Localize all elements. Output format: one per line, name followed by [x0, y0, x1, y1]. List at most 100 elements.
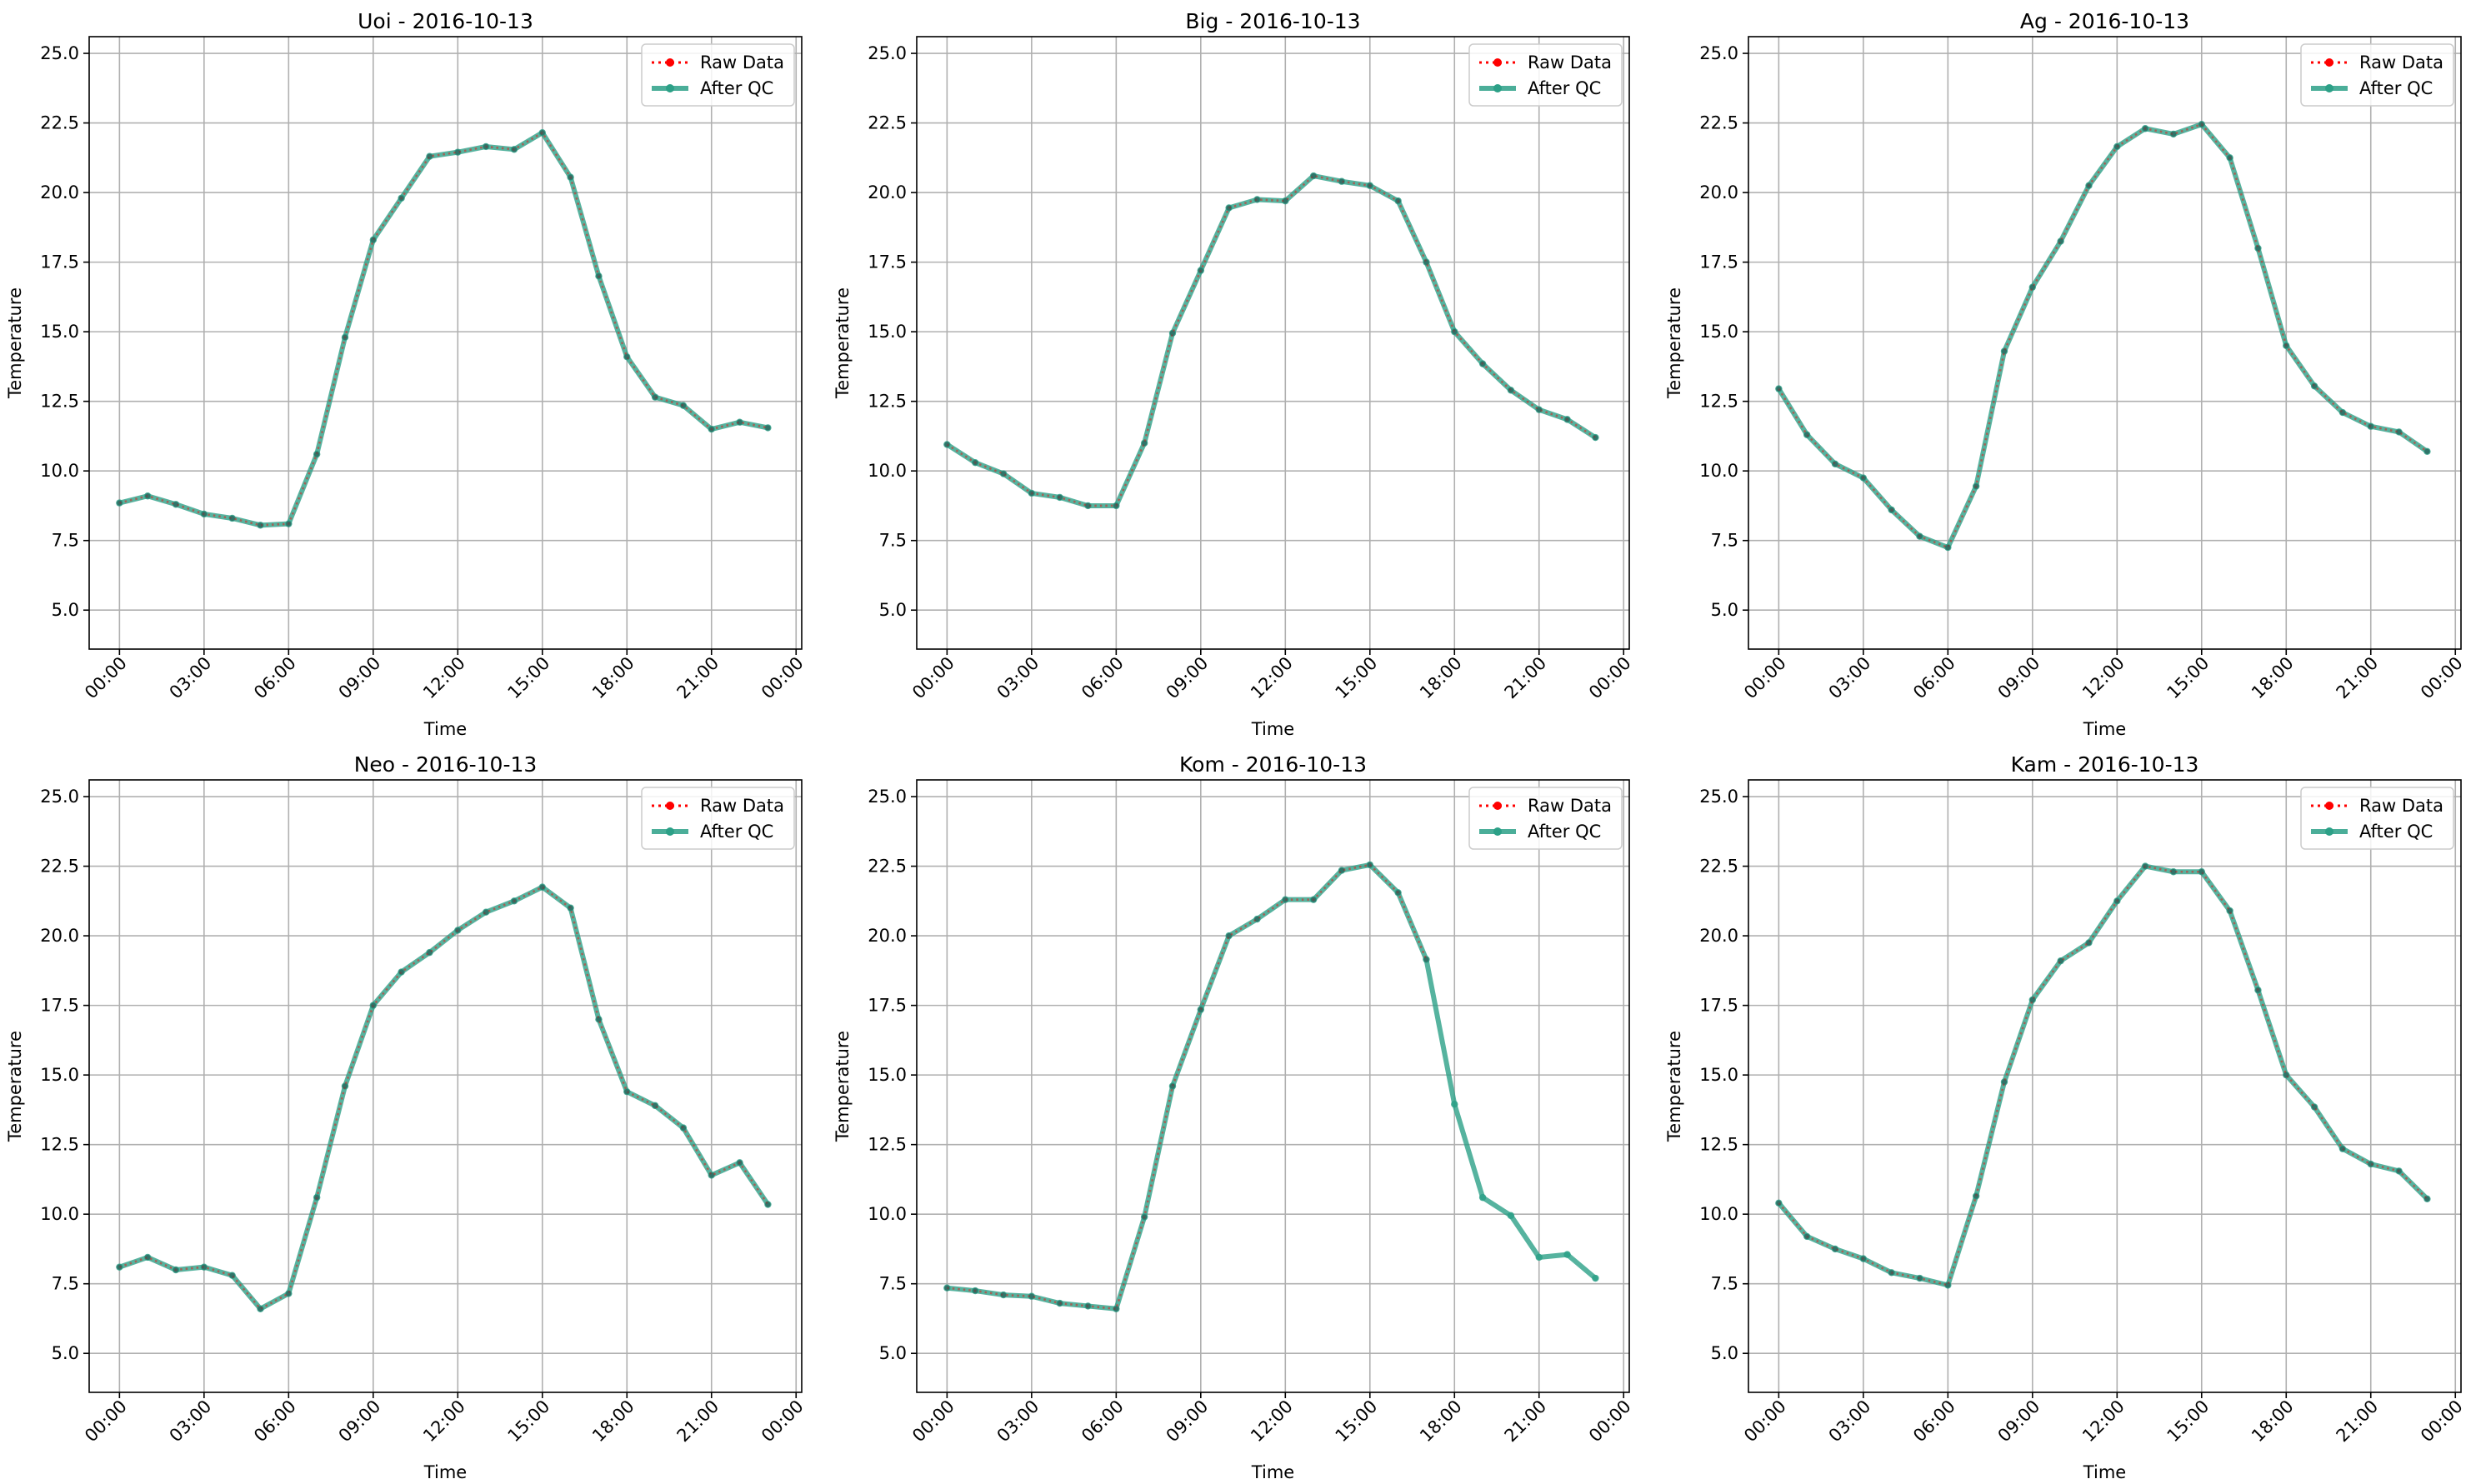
x-tick-label: 03:00 [166, 1397, 216, 1447]
legend: Raw Data After QC [1468, 43, 1623, 107]
point-raw-data [370, 1002, 377, 1008]
y-tick-label: 12.5 [40, 392, 79, 412]
legend-label-raw-data: Raw Data [1528, 796, 1612, 816]
y-tick-label: 7.5 [879, 531, 907, 551]
point-raw-data [568, 905, 573, 911]
point-raw-data [1888, 507, 1894, 513]
point-raw-data [398, 969, 404, 975]
chart-title: Uoi - 2016-10-13 [358, 9, 533, 33]
x-tick-label: 00:00 [758, 1397, 808, 1447]
point-raw-data [1945, 544, 1951, 551]
y-tick-label: 12.5 [1699, 1135, 1738, 1155]
series-line-after-qc [944, 862, 1598, 1312]
point-raw-data [1254, 197, 1260, 202]
point-raw-data [1367, 862, 1373, 868]
point-raw-data [2170, 131, 2177, 137]
y-tick-label: 22.5 [868, 113, 907, 133]
x-tick-label: 21:00 [2333, 1397, 2383, 1447]
y-tick-label: 20.0 [1699, 926, 1738, 946]
point-raw-data [1310, 897, 1317, 902]
y-axis-label: Temperature [5, 1031, 25, 1142]
x-tick-label: 00:00 [908, 653, 958, 703]
point-raw-data [737, 1160, 743, 1166]
series-line-raw-data [1778, 122, 2428, 549]
point-raw-data [258, 522, 263, 528]
series-line-after-qc [1776, 863, 2430, 1288]
y-tick-label: 25.0 [1699, 43, 1738, 63]
y-tick-label: 25.0 [868, 43, 907, 63]
series-line-raw-data [118, 886, 769, 1311]
point-raw-data [1536, 407, 1542, 412]
y-axis-label: Temperature [833, 1031, 853, 1142]
legend-label-after-qc: After QC [2359, 78, 2433, 98]
x-tick-label: 00:00 [1740, 1397, 1790, 1447]
y-tick-label: 10.0 [1699, 461, 1738, 481]
chart-panel-4: 5.0 7.5 10.0 12.5 15.0 17.5 20.0 22.5 25.0 00:00 0… [5, 752, 808, 1482]
y-tick-label: 5.0 [879, 1343, 907, 1363]
point-raw-data [1888, 1270, 1894, 1276]
y-tick-label: 7.5 [52, 1274, 79, 1294]
x-tick-label: 00:00 [1585, 653, 1635, 703]
point-raw-data [1973, 483, 1979, 489]
point-raw-data [1057, 1300, 1063, 1307]
point-raw-data [1113, 1306, 1119, 1312]
point-raw-data [2424, 1196, 2430, 1202]
point-after-qc [1478, 1193, 1487, 1202]
chart-title: Big - 2016-10-13 [1185, 9, 1360, 33]
x-tick-label: 18:00 [588, 653, 638, 703]
point-raw-data [1254, 916, 1260, 922]
x-tick-label: 03:00 [1825, 653, 1875, 703]
point-raw-data [1028, 1293, 1035, 1299]
point-raw-data [972, 1287, 978, 1294]
y-tick-label: 10.0 [40, 1204, 79, 1224]
legend-marker-raw-data [1493, 58, 1502, 67]
point-raw-data [1000, 471, 1007, 477]
x-tick-label: 18:00 [588, 1397, 638, 1447]
point-raw-data [596, 1017, 602, 1022]
series-line-after-qc [117, 130, 771, 528]
x-tick-label: 18:00 [1416, 653, 1466, 703]
y-tick-label: 12.5 [868, 392, 907, 412]
point-raw-data [511, 898, 518, 904]
x-tick-label: 18:00 [1416, 1397, 1466, 1447]
y-tick-label: 7.5 [52, 531, 79, 551]
point-raw-data [708, 1172, 714, 1178]
point-raw-data [173, 502, 179, 507]
x-axis-label: Time [2083, 1462, 2126, 1482]
point-raw-data [144, 493, 151, 499]
point-raw-data [229, 515, 235, 522]
y-tick-label: 7.5 [1711, 531, 1738, 551]
grid-lines [917, 780, 1629, 1392]
legend-marker-raw-data [2325, 58, 2333, 67]
point-raw-data [652, 1102, 658, 1109]
x-tick-label: 15:00 [1332, 653, 1382, 703]
point-raw-data [1776, 386, 1782, 392]
point-raw-data [511, 147, 518, 152]
x-tick-label: 12:00 [419, 1397, 469, 1447]
point-raw-data [2396, 1168, 2402, 1174]
x-tick-label: 12:00 [2078, 653, 2128, 703]
point-raw-data [313, 1194, 320, 1201]
y-tick-label: 10.0 [868, 1204, 907, 1224]
point-raw-data [1169, 330, 1176, 337]
point-after-qc [1563, 1251, 1571, 1258]
x-tick-label: 06:00 [1078, 1397, 1128, 1447]
y-tick-label: 17.5 [40, 252, 79, 272]
point-raw-data [680, 402, 687, 408]
legend-label-raw-data: Raw Data [1528, 52, 1612, 72]
point-after-qc [1451, 1101, 1458, 1108]
y-tick-label: 15.0 [40, 322, 79, 342]
point-raw-data [2086, 940, 2092, 946]
point-raw-data [1000, 1292, 1007, 1298]
point-raw-data [117, 500, 123, 506]
grid-lines [1748, 37, 2461, 649]
legend-marker-after-qc [1493, 827, 1502, 836]
x-tick-label: 03:00 [993, 1397, 1043, 1447]
point-raw-data [286, 1291, 292, 1297]
point-raw-data [455, 149, 461, 155]
point-raw-data [2255, 245, 2261, 252]
y-tick-label: 10.0 [1699, 1204, 1738, 1224]
point-raw-data [1803, 432, 1810, 437]
y-tick-label: 20.0 [40, 182, 79, 202]
point-raw-data [539, 130, 545, 136]
